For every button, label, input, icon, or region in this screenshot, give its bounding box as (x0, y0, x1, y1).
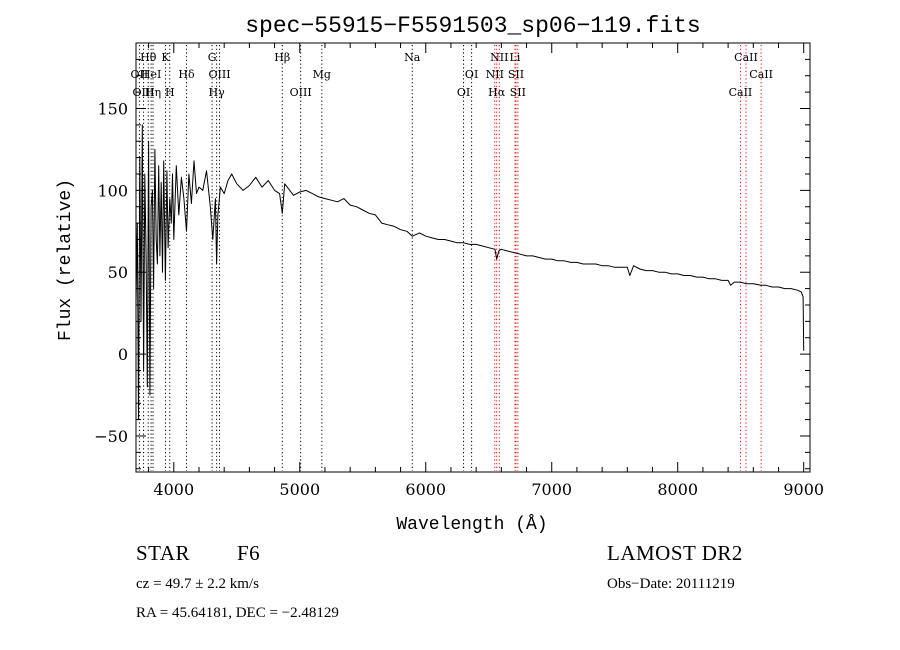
spectral-line-markers (138, 45, 762, 471)
line-label-22: SII (510, 86, 526, 99)
line-label-2: HeI (141, 68, 161, 81)
line-label-24: CaII (749, 68, 773, 81)
line-label-10: Hγ (209, 86, 226, 99)
y-tick-label: −50 (94, 427, 128, 446)
line-label-21: SII (508, 68, 524, 81)
line-label-8: G (208, 51, 217, 64)
plot-frame (135, 42, 811, 473)
y-tick-label: 150 (97, 99, 128, 118)
line-label-11: Hβ (274, 51, 290, 64)
y-tick-label: 50 (108, 263, 128, 282)
redshift-velocity: cz = 49.7 ± 2.2 km/s (136, 576, 259, 592)
observation-date: Obs−Date: 20111219 (607, 576, 735, 592)
x-tick-label: 5000 (279, 480, 320, 499)
x-axis-label: Wavelength (Å) (396, 514, 547, 535)
line-label-17: NII (490, 51, 508, 64)
y-axis-ticks: −50 0 50 100 150 (94, 58, 810, 470)
line-label-19: Hα (488, 86, 506, 99)
line-label-13: Mg (313, 68, 331, 81)
spectral-line-labels: HθOIIHeIOIIIHηKHHδGOIIIHγHβOIIIMgNaOIOIN… (131, 51, 773, 99)
y-tick-label: 0 (118, 345, 128, 364)
line-label-3: OIII (133, 86, 155, 99)
y-axis-label: Flux (relative) (56, 179, 76, 341)
spectral-subclass: F6 (237, 541, 261, 565)
line-label-25: CaII (729, 86, 753, 99)
line-label-20: Li (510, 51, 521, 64)
line-label-1: OII (131, 68, 149, 81)
x-tick-label: 9000 (783, 480, 824, 499)
line-label-7: Hδ (178, 68, 195, 81)
line-label-6: H (165, 86, 175, 99)
line-label-4: Hη (145, 86, 161, 99)
spectrum-line (135, 124, 805, 421)
line-label-14: Na (404, 51, 421, 64)
x-axis-ticks: 4000 5000 6000 7000 8000 9000 (148, 43, 824, 499)
line-label-9: OIII (208, 68, 230, 81)
survey-name: LAMOST DR2 (607, 541, 743, 565)
line-label-12: OIII (290, 86, 312, 99)
y-tick-label: 100 (97, 181, 128, 200)
chart-title: spec−55915−F5591503_sp06−119.fits (245, 13, 700, 39)
line-label-15: OI (465, 68, 478, 81)
line-label-16: OI (457, 86, 470, 99)
line-label-23: CaII (734, 51, 758, 64)
line-label-18: NII (486, 68, 504, 81)
x-tick-label: 4000 (153, 480, 194, 499)
x-tick-label: 7000 (531, 480, 572, 499)
object-class: STAR (136, 541, 190, 565)
x-tick-label: 6000 (405, 480, 446, 499)
line-label-5: K (161, 51, 170, 64)
x-tick-label: 8000 (657, 480, 698, 499)
coordinates: RA = 45.64181, DEC = −2.48129 (136, 605, 339, 621)
line-label-0: Hθ (140, 51, 157, 64)
